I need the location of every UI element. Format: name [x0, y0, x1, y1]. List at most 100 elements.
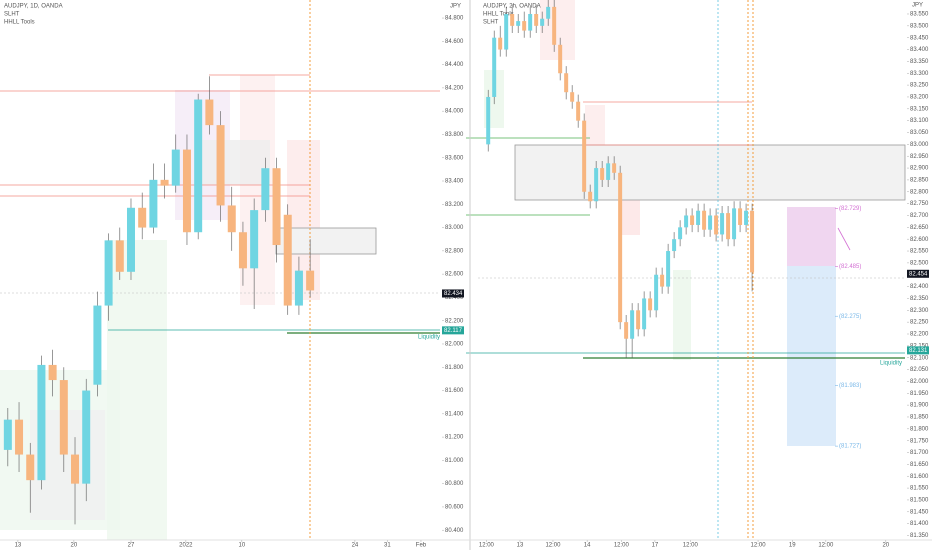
- x-tick-label: 13: [517, 543, 524, 549]
- candle-body: [648, 298, 653, 311]
- candle-body: [528, 13, 533, 31]
- y-tick-label: 83.150: [910, 106, 929, 112]
- zone: [240, 75, 275, 305]
- price-tag: [442, 326, 464, 335]
- zone: [540, 0, 575, 60]
- x-tick-label: 12:00: [479, 543, 495, 549]
- candle-body: [516, 21, 521, 26]
- candle-body: [205, 99, 214, 126]
- currency: JPY: [912, 3, 923, 9]
- candle-body: [498, 37, 503, 50]
- price-tag: [907, 269, 929, 278]
- candle-body: [82, 390, 91, 484]
- liquidity-label: Liquidity: [880, 361, 902, 367]
- y-tick-label: 80.400: [445, 528, 464, 534]
- chart-title: AUDJPY, 1D, OANDA: [4, 4, 63, 10]
- x-tick-label: Feb: [416, 543, 427, 549]
- candle-body: [666, 251, 671, 287]
- arrow: [837, 227, 851, 251]
- candle-body: [582, 120, 587, 192]
- candle-body: [126, 207, 135, 272]
- candle-body: [486, 96, 491, 145]
- candle-body: [59, 380, 68, 455]
- x-tick-label: 12:00: [818, 543, 834, 549]
- candle-body: [600, 168, 605, 180]
- x-tick-label: 19: [789, 543, 796, 549]
- y-tick-label: 84.000: [445, 109, 464, 115]
- candle-body: [738, 208, 743, 225]
- y-tick-label: 82.800: [445, 248, 464, 254]
- price-tag: [907, 346, 929, 355]
- y-tick-label: 83.400: [445, 179, 464, 185]
- candle-body: [732, 208, 737, 240]
- candle-body: [672, 239, 677, 252]
- y-tick-label: 81.500: [910, 498, 929, 504]
- candle-body: [678, 227, 683, 240]
- zone: [673, 270, 691, 360]
- x-tick-label: 14: [584, 543, 591, 549]
- y-tick-label: 82.000: [445, 342, 464, 348]
- zone: [287, 140, 320, 300]
- y-tick-label: 81.800: [910, 426, 929, 432]
- y-tick-label: 84.800: [445, 16, 464, 22]
- candle-body: [250, 210, 259, 269]
- y-tick-label: 80.600: [445, 505, 464, 511]
- y-tick-label: 82.300: [910, 308, 929, 314]
- x-tick-label: 12:00: [683, 543, 699, 549]
- annotation: (82.485): [839, 264, 861, 270]
- candle-body: [684, 215, 689, 228]
- x-tick-label: 24: [352, 543, 359, 549]
- candle-body: [194, 99, 203, 233]
- candle-body: [115, 240, 124, 272]
- y-tick-label: 83.350: [910, 59, 929, 65]
- candle-body: [570, 92, 575, 102]
- candle-body: [654, 274, 659, 311]
- candle-body: [612, 163, 617, 173]
- candle-body: [522, 21, 527, 31]
- y-tick-label: 82.900: [910, 166, 929, 172]
- candle-body: [636, 310, 641, 330]
- y-tick-label: 82.200: [445, 318, 464, 324]
- candle-body: [720, 213, 725, 235]
- y-tick-label: 82.600: [910, 237, 929, 243]
- y-tick-label: 83.800: [445, 132, 464, 138]
- stop-box: [787, 266, 836, 446]
- candle-body: [558, 44, 563, 74]
- y-tick-label: 83.200: [910, 95, 929, 101]
- candle-body: [546, 6, 551, 19]
- annotation: (82.729): [839, 206, 861, 212]
- candle-body: [564, 73, 569, 93]
- currency: JPY: [450, 4, 461, 10]
- candle-body: [660, 274, 665, 287]
- price-tag-label: 82.131: [909, 348, 928, 354]
- candle-body: [283, 214, 292, 306]
- indicator: SLHT: [483, 20, 499, 26]
- y-tick-label: 82.400: [445, 295, 464, 301]
- candle-body: [552, 6, 557, 45]
- x-tick-label: 31: [384, 543, 391, 549]
- candle-body: [576, 101, 581, 121]
- chart-title: AUDJPY, 2h, OANDA: [483, 4, 541, 10]
- y-tick-label: 82.000: [910, 379, 929, 385]
- y-tick-label: 83.600: [445, 155, 464, 161]
- y-tick-label: 82.100: [910, 355, 929, 361]
- y-tick-label: 83.400: [910, 47, 929, 53]
- x-tick-label: 20: [71, 543, 78, 549]
- x-tick-label: 12:00: [614, 543, 630, 549]
- y-tick-label: 83.250: [910, 83, 929, 89]
- candle-body: [624, 322, 629, 339]
- candle-body: [726, 213, 731, 240]
- candle-body: [171, 149, 180, 186]
- candle-body: [160, 179, 169, 186]
- box: [275, 227, 377, 255]
- y-tick-label: 82.650: [910, 225, 929, 231]
- indicator: SLHT: [4, 12, 20, 18]
- x-tick-label: 20: [882, 543, 889, 549]
- candle-body: [71, 454, 80, 484]
- candle-body: [294, 270, 303, 306]
- candle-body: [3, 419, 12, 450]
- candle-body: [37, 364, 46, 481]
- candle-body: [750, 210, 755, 273]
- candle-body: [138, 207, 147, 228]
